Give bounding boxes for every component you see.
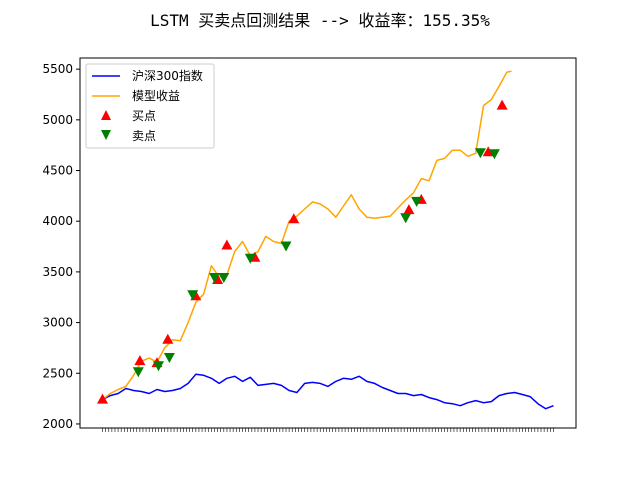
sell-marker [153,361,164,372]
chart-title: LSTM 买卖点回测结果 --> 收益率：155.35% [150,11,490,30]
y-tick-label: 5500 [42,62,73,76]
sell-marker [411,196,423,207]
legend-label-sell: 卖点 [132,129,156,143]
series-line-0 [102,373,554,410]
legend-swatch-sell [101,130,111,140]
sell-marker [474,148,486,159]
legend-swatch-buy [101,110,111,120]
buy-marker [97,393,108,404]
legend-box [85,63,215,149]
buy-marker [496,99,508,110]
y-tick-label: 2000 [42,417,73,431]
buy-marker [288,213,300,224]
legend: 沪深300指数 模型收益 买点 卖点 [85,63,215,149]
sell-marker [218,273,230,283]
sell-marker [488,149,500,160]
y-tick-label: 3000 [42,316,73,330]
sell-marker [209,273,220,283]
y-tick-label: 5000 [42,113,73,127]
y-tick-label: 4000 [42,214,73,228]
buy-marker [221,239,233,250]
sell-marker [163,353,175,363]
x-axis [102,428,554,432]
y-axis: 2000 2500 3000 3500 4000 4500 5000 5500 [42,62,80,431]
buy-marker [403,204,415,215]
legend-label-model: 模型收益 [132,89,180,103]
y-tick-label: 3500 [42,265,73,279]
sell-marker [132,367,144,378]
buy-marker [482,146,494,157]
legend-label-index: 沪深300指数 [132,68,203,83]
sell-marker [187,290,199,301]
sell-marker [400,213,412,224]
buy-marker [134,355,146,366]
y-tick-label: 4500 [42,164,73,178]
legend-label-buy: 买点 [132,109,156,123]
y-tick-label: 2500 [42,366,73,380]
sell-marker [280,241,292,252]
marker-layer [97,99,508,404]
sell-marker [244,253,256,264]
buy-marker [162,333,174,344]
